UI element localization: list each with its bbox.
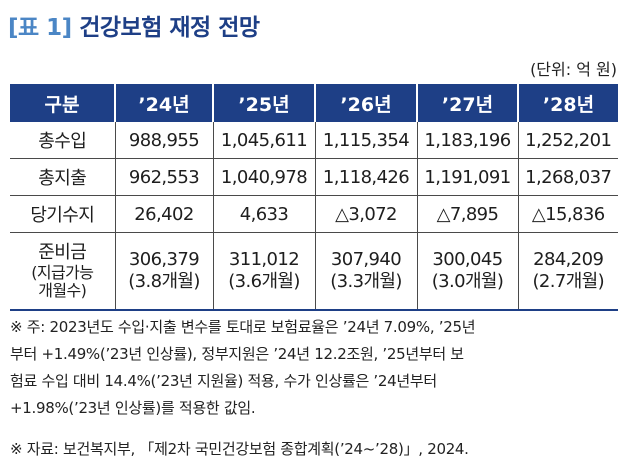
- reserve-months: (3.0개월): [431, 271, 504, 292]
- table-cell: 1,115,354: [314, 122, 417, 159]
- header-2024: ’24년: [114, 84, 213, 122]
- header-2027: ’27년: [416, 84, 518, 122]
- reserve-months: (3.6개월): [228, 271, 300, 292]
- table-cell: 988,955: [114, 122, 213, 159]
- note-text: 2023년도 수입·지출 변수를 토대로 보험료율은 ’24년 7.09%, ’…: [49, 318, 476, 336]
- page-title: [표 1] 건강보험 재정 전망: [8, 8, 260, 42]
- unit-label: (단위: 억 원): [530, 60, 617, 79]
- reserve-months: (2.7개월): [532, 271, 605, 292]
- note-line-4: +1.98%(’23년 인상률)를 적용한 값임.: [10, 399, 256, 417]
- header-2028: ’28년: [517, 84, 618, 122]
- table-row-reserve: 준비금 (지급가능 개월수) 306,379 (3.8개월) 311,012 (3.…: [10, 232, 618, 311]
- table-cell: △3,072: [314, 195, 417, 233]
- table-cell: 4,633: [212, 195, 315, 233]
- table-cell: 962,553: [114, 158, 213, 196]
- source-note: ※ 자료: 보건복지부, 「제2차 국민건강보험 종합계획(’24~’28)」,…: [10, 438, 469, 459]
- table-row-balance: 당기수지 26,402 4,633 △3,072 △7,895 △15,836: [10, 195, 618, 233]
- table-row-revenue: 총수입 988,955 1,045,611 1,115,354 1,183,19…: [10, 122, 618, 159]
- reserve-months: (3.8개월): [128, 271, 200, 292]
- table-cell: 1,118,426: [314, 158, 417, 196]
- row-label: 당기수지: [10, 195, 115, 233]
- header-category: 구분: [10, 84, 115, 122]
- title-prefix: [표 1]: [8, 15, 72, 41]
- table-cell: 306,379 (3.8개월): [114, 232, 213, 311]
- reserve-value: 311,012: [228, 249, 300, 270]
- row-label: 총지출: [10, 158, 115, 196]
- note-line-3: 험료 수입 대비 14.4%(’23년 지원율) 적용, 수가 인상률은 ’24…: [10, 372, 437, 390]
- title-text: 건강보험 재정 전망: [79, 15, 260, 41]
- table-header-row: 구분 ’24년 ’25년 ’26년 ’27년 ’28년: [10, 84, 618, 122]
- header-2026: ’26년: [314, 84, 417, 122]
- reserve-months: (3.3개월): [330, 271, 402, 292]
- note-line-1: ※ 주: 2023년도 수입·지출 변수를 토대로 보험료율은 ’24년 7.0…: [10, 314, 622, 341]
- row-label: 총수입: [10, 122, 115, 159]
- reserve-label-main: 준비금: [38, 242, 87, 263]
- header-2025: ’25년: [212, 84, 315, 122]
- note-line-2: 부터 +1.49%(’23년 인상률), 정부지원은 ’24년 12.2조원, …: [10, 345, 464, 363]
- source-label: ※ 자료:: [10, 440, 59, 458]
- table-row-expenditure: 총지출 962,553 1,040,978 1,118,426 1,191,09…: [10, 158, 618, 196]
- table-cell: 300,045 (3.0개월): [416, 232, 518, 311]
- table-cell: △7,895: [416, 195, 518, 233]
- table-cell: △15,836: [517, 195, 618, 233]
- note-label: ※ 주:: [10, 318, 45, 336]
- table-cell: 311,012 (3.6개월): [212, 232, 315, 311]
- reserve-value: 284,209: [533, 249, 604, 270]
- table-cell: 1,268,037: [517, 158, 618, 196]
- finance-table: 구분 ’24년 ’25년 ’26년 ’27년 ’28년 총수입 988,955 …: [10, 84, 618, 311]
- source-text: 보건복지부, 「제2차 국민건강보험 종합계획(’24~’28)」, 2024.: [62, 440, 469, 458]
- reserve-label-sub1: (지급가능: [31, 263, 94, 282]
- table-cell: 1,040,978: [212, 158, 315, 196]
- table-cell: 1,191,091: [416, 158, 518, 196]
- reserve-value: 306,379: [128, 249, 200, 270]
- table-cell: 307,940 (3.3개월): [314, 232, 417, 311]
- table-cell: 1,045,611: [212, 122, 315, 159]
- reserve-label-sub2: 개월수): [38, 281, 87, 300]
- table-cell: 1,183,196: [416, 122, 518, 159]
- table-cell: 26,402: [114, 195, 213, 233]
- reserve-value: 300,045: [432, 249, 503, 270]
- table-cell: 284,209 (2.7개월): [517, 232, 618, 311]
- table-notes: ※ 주: 2023년도 수입·지출 변수를 토대로 보험료율은 ’24년 7.0…: [10, 314, 622, 422]
- reserve-value: 307,940: [330, 249, 402, 270]
- table-cell: 1,252,201: [517, 122, 618, 159]
- row-label: 준비금 (지급가능 개월수): [10, 232, 115, 311]
